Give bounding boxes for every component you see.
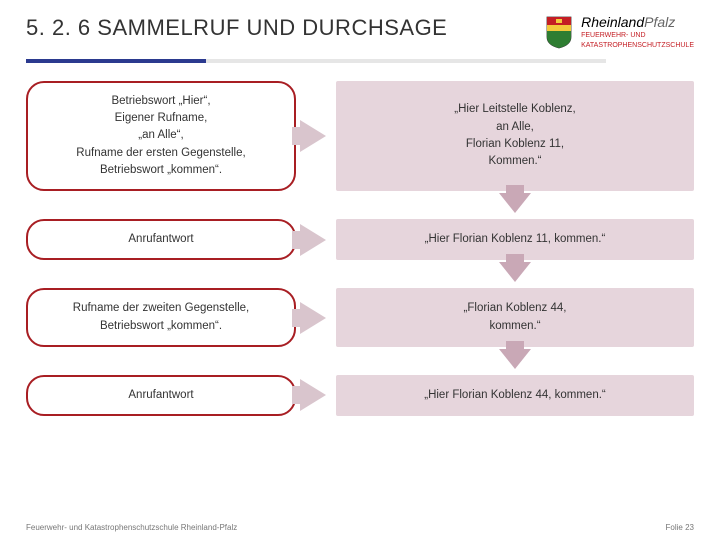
example-box: „Hier Florian Koblenz 11, kommen.“ <box>336 219 694 260</box>
arrow-down-icon <box>499 349 531 369</box>
brand-sub2: KATASTROPHENSCHUTZSCHULE <box>581 42 694 50</box>
arrow-right-icon <box>296 81 336 191</box>
arrow-down-icon <box>499 262 531 282</box>
definition-box: Anrufantwort <box>26 375 296 416</box>
state-shield-icon <box>545 15 573 49</box>
arrow-right-icon <box>296 375 336 416</box>
footer-right: Folie 23 <box>666 523 694 532</box>
example-box: „Florian Koblenz 44, kommen.“ <box>336 288 694 347</box>
brand-area: RheinlandPfalz FEUERWEHR- UND KATASTROPH… <box>545 14 694 51</box>
brand-text: RheinlandPfalz FEUERWEHR- UND KATASTROPH… <box>581 14 694 51</box>
example-box: „Hier Leitstelle Koblenz, an Alle, Flori… <box>336 81 694 191</box>
definition-box: Betriebswort „Hier“, Eigener Rufname, „a… <box>26 81 296 191</box>
arrow-right-icon <box>296 288 336 347</box>
flow-row: Anrufantwort „Hier Florian Koblenz 11, k… <box>26 219 694 260</box>
arrow-down-icon <box>499 193 531 213</box>
example-box: „Hier Florian Koblenz 44, kommen.“ <box>336 375 694 416</box>
definition-box: Rufname der zweiten Gegenstelle, Betrieb… <box>26 288 296 347</box>
definition-box: Anrufantwort <box>26 219 296 260</box>
flow-row: Betriebswort „Hier“, Eigener Rufname, „a… <box>26 81 694 191</box>
slide-title: 5. 2. 6 SAMMELRUF UND DURCHSAGE <box>26 14 545 42</box>
footer-left: Feuerwehr- und Katastrophenschutzschule … <box>26 523 237 532</box>
flow-rows: Betriebswort „Hier“, Eigener Rufname, „a… <box>0 81 720 416</box>
flow-row: Rufname der zweiten Gegenstelle, Betrieb… <box>26 288 694 347</box>
brand-name: RheinlandPfalz <box>581 14 694 30</box>
slide-footer: Feuerwehr- und Katastrophenschutzschule … <box>0 523 720 532</box>
arrow-right-icon <box>296 219 336 260</box>
title-divider <box>26 59 694 63</box>
slide-header: 5. 2. 6 SAMMELRUF UND DURCHSAGE Rheinlan… <box>0 0 720 57</box>
brand-sub1: FEUERWEHR- UND <box>581 32 694 40</box>
flow-row: Anrufantwort „Hier Florian Koblenz 44, k… <box>26 375 694 416</box>
